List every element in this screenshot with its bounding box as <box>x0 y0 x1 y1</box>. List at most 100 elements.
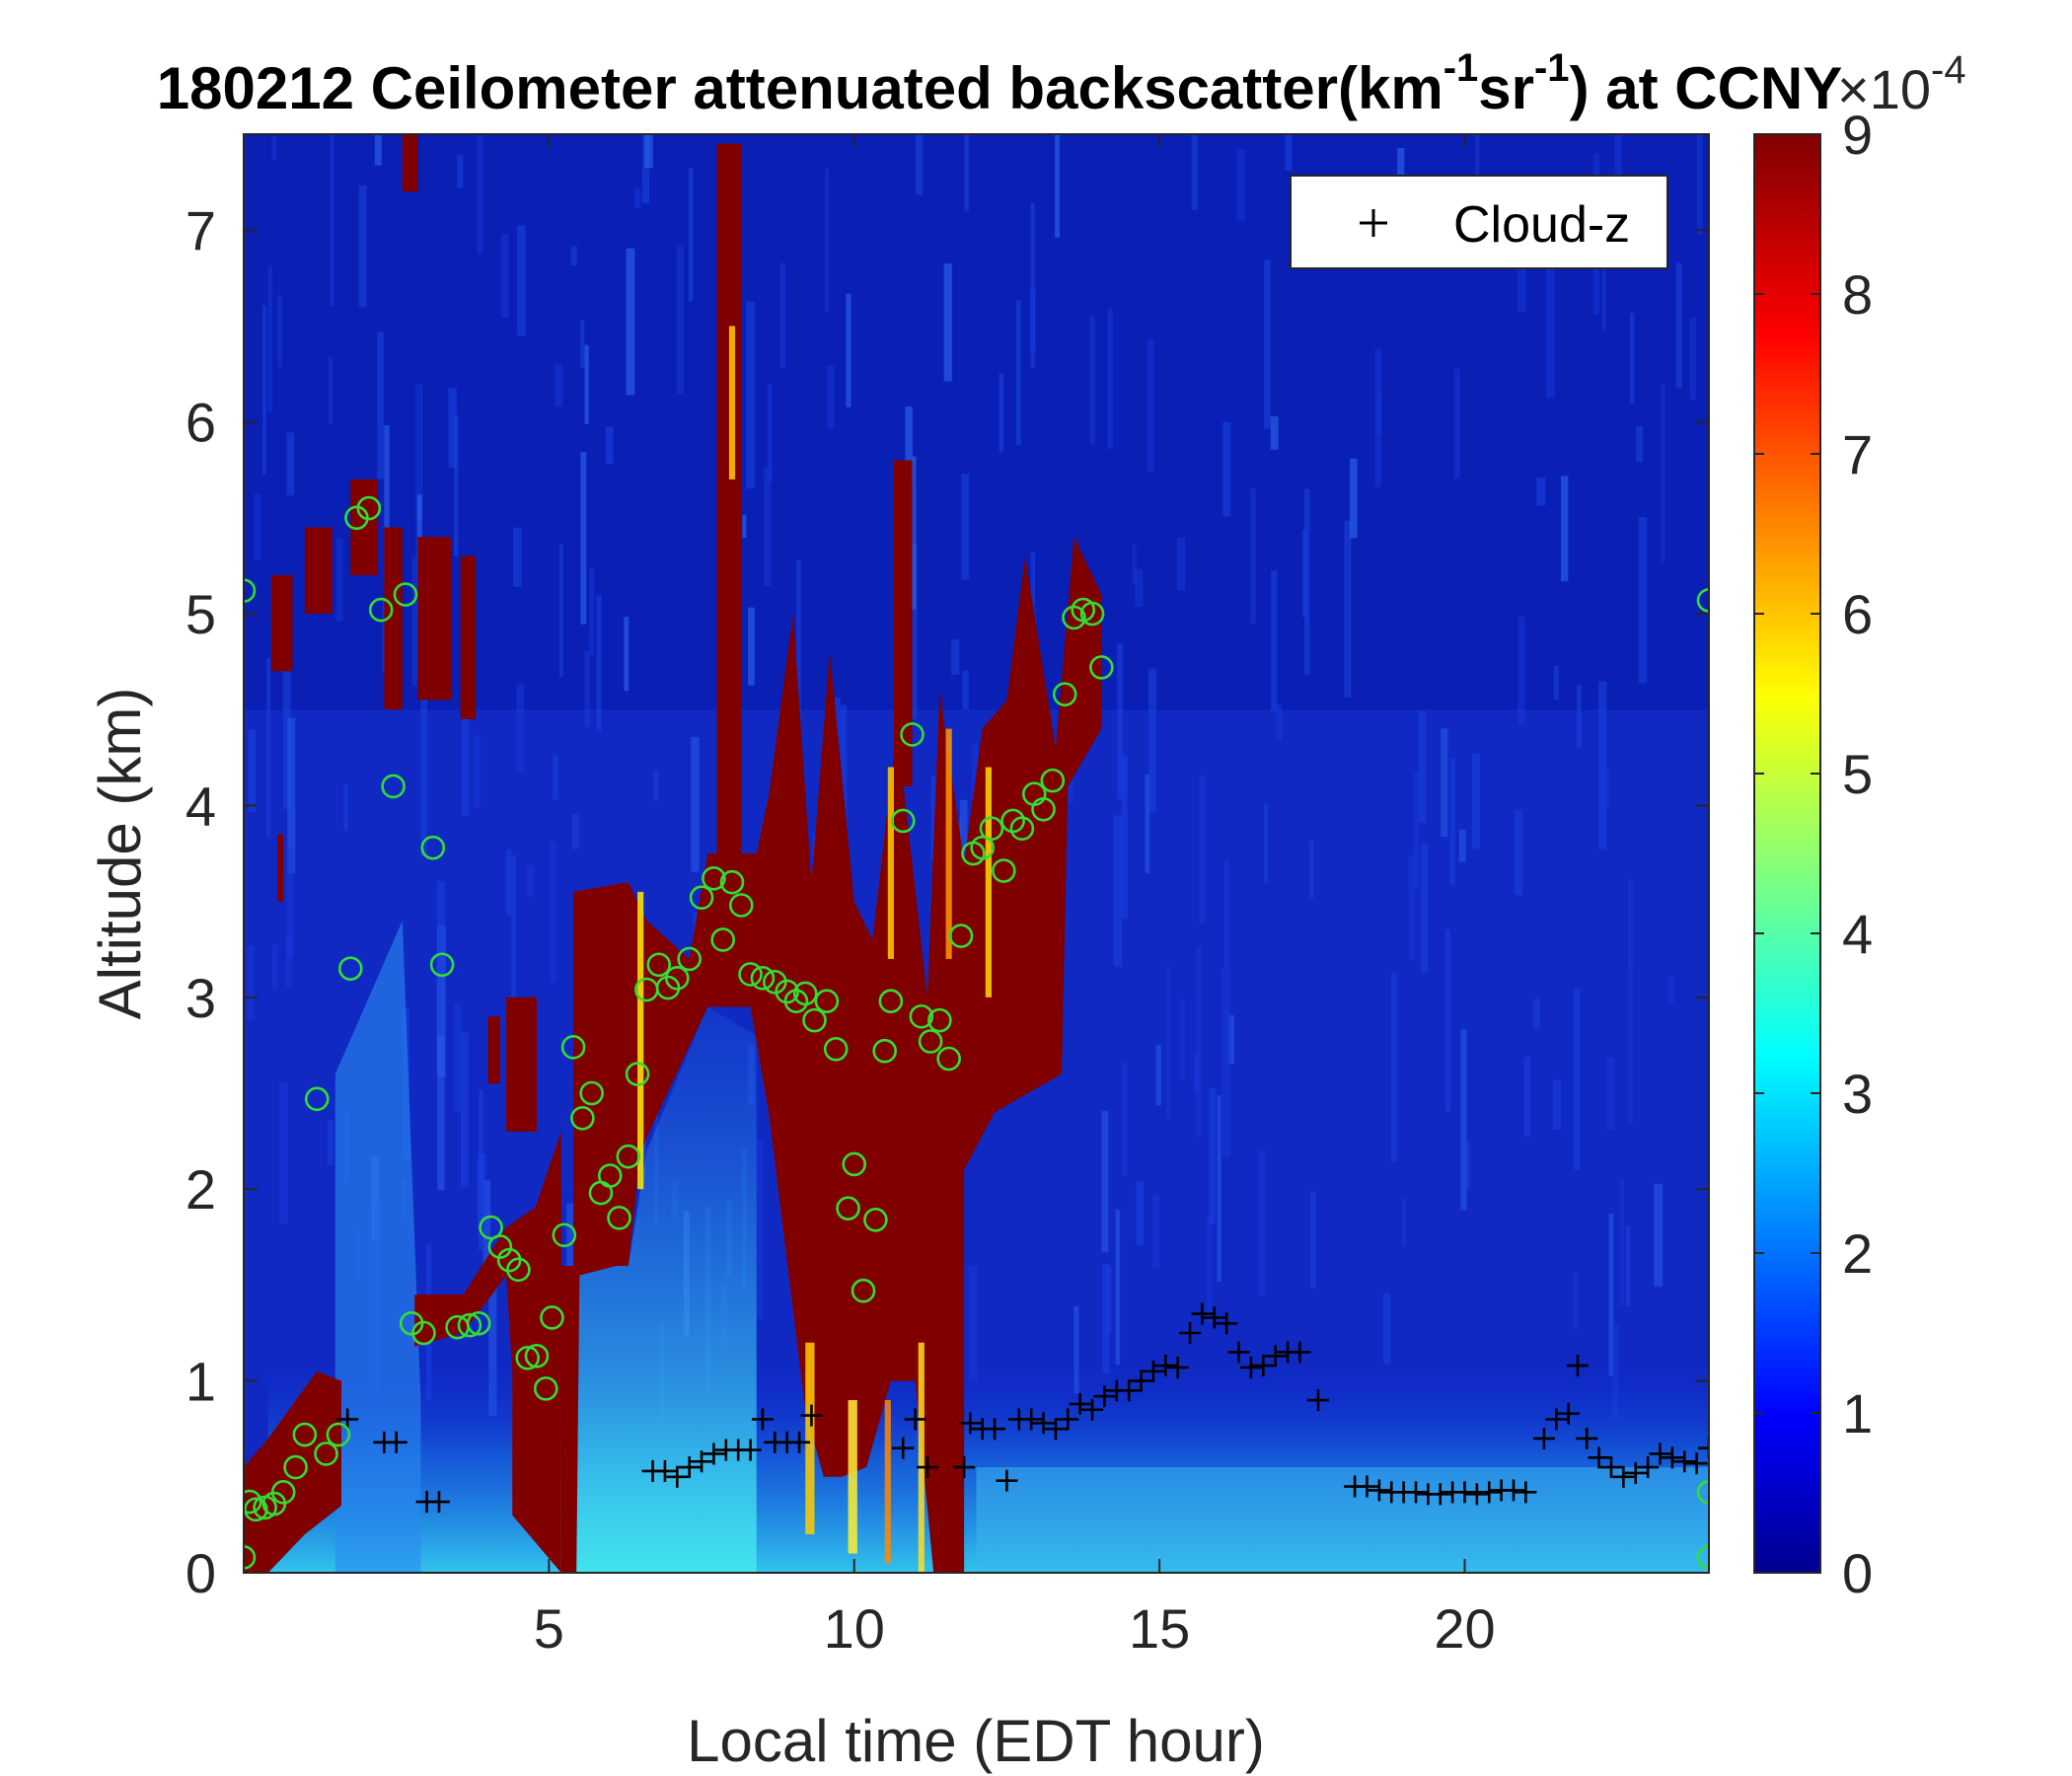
heatmap-streak <box>641 134 650 204</box>
circle-point <box>466 1310 491 1336</box>
heatmap-streak <box>277 294 283 368</box>
heatmap-streak <box>1606 1058 1615 1130</box>
heatmap-streak <box>742 514 747 539</box>
heatmap-streak <box>527 865 535 898</box>
heatmap-streak <box>330 134 335 306</box>
x-tick-label: 10 <box>824 1597 885 1660</box>
heatmap-streak <box>964 134 970 212</box>
heatmap-streak <box>462 683 470 816</box>
heatmap-streak <box>500 234 509 319</box>
cloud-z-point <box>1685 1452 1708 1475</box>
circle-point <box>515 1345 541 1370</box>
data-points <box>244 495 1709 1570</box>
heatmap-streak <box>1608 1214 1614 1377</box>
heatmap-streak <box>1224 859 1229 970</box>
heatmap-mist <box>566 1006 757 1573</box>
cloud-z-point <box>1356 1475 1378 1498</box>
colorbar-tick-label: 5 <box>1842 743 1873 805</box>
heatmap-streak <box>411 555 417 687</box>
heatmap-streak <box>506 849 512 916</box>
circle-point <box>244 1489 262 1515</box>
circle-point <box>814 989 840 1013</box>
heatmap-streak <box>1465 1141 1470 1190</box>
heatmap-streak <box>1536 477 1546 506</box>
circle-point <box>909 1003 934 1029</box>
heatmap-streak <box>1209 1087 1217 1224</box>
heatmap-streak <box>248 729 257 813</box>
heatmap-streak <box>1015 300 1021 445</box>
heatmap-streak <box>796 559 801 736</box>
circle-point <box>878 989 904 1013</box>
heatmap-streak <box>1221 968 1231 1156</box>
cloud-z-point <box>1130 1369 1152 1392</box>
heatmap-streak <box>1515 809 1523 896</box>
heatmap-streak <box>1552 1079 1561 1130</box>
cloud-z-point <box>1239 1356 1262 1378</box>
circle-point <box>1696 1480 1709 1505</box>
heatmap-streak <box>1636 426 1644 463</box>
heatmap-streak <box>266 657 271 838</box>
circle-point <box>381 774 406 799</box>
heatmap-streak <box>1165 966 1171 1120</box>
cloud-z-point <box>1203 1306 1225 1329</box>
cloud-z-point <box>1649 1443 1671 1465</box>
cloud-z-point <box>800 1404 823 1427</box>
heatmap-streak <box>1574 989 1581 1170</box>
heatmap-streak <box>1301 529 1307 618</box>
cloud-z-point <box>1216 1312 1238 1335</box>
heatmap-streak <box>328 1120 333 1165</box>
heatmap-streak <box>1418 710 1427 823</box>
cloud-z-point <box>1698 1437 1709 1459</box>
heatmap-streak <box>282 648 291 810</box>
circle-point <box>244 1497 268 1522</box>
circle-point <box>314 1442 338 1466</box>
cloud-z-point <box>1600 1456 1622 1479</box>
x-tick-label: 5 <box>534 1597 564 1660</box>
heatmap-streak <box>478 1153 486 1230</box>
heatmap-streak <box>1176 537 1186 591</box>
heatmap-streak <box>644 134 653 169</box>
circle-point <box>337 956 363 981</box>
cloud-z-point <box>1532 1427 1555 1449</box>
colorbar-tick-label: 3 <box>1842 1063 1873 1125</box>
heatmap-streak <box>1102 1263 1110 1374</box>
heatmap-streak <box>605 426 614 465</box>
heatmap-streak <box>285 933 292 989</box>
heatmap-streak <box>1401 1198 1407 1247</box>
heatmap-streak <box>1408 854 1416 961</box>
cloud-z-point <box>678 1456 701 1479</box>
circle-point <box>918 1029 943 1054</box>
colorbar-tick-label: 9 <box>1842 104 1873 166</box>
heatmap-streak <box>589 567 595 656</box>
circle-point <box>1031 796 1056 822</box>
heatmap-cloud-upper <box>277 834 284 902</box>
heatmap-streak <box>999 372 1004 453</box>
heatmap-streak <box>1533 999 1540 1030</box>
circle-point <box>1079 601 1105 627</box>
cloud-z-point <box>1612 1465 1635 1488</box>
heatmap-streak <box>1117 643 1124 800</box>
cloud-z-point <box>1503 1479 1524 1502</box>
y-tick-label: 2 <box>185 1158 216 1221</box>
cloud-z-point <box>1069 1392 1091 1415</box>
heatmap-streak <box>328 356 333 425</box>
heatmap-streak <box>1474 134 1480 212</box>
heatmap-streak <box>1121 756 1128 920</box>
heatmap-streak <box>437 1035 445 1191</box>
cloud-z-point <box>1673 1450 1696 1473</box>
circle-point <box>552 1222 577 1248</box>
heatmap-streak <box>287 717 296 874</box>
colorbar-exponent: ×10-4 <box>1837 48 1966 120</box>
heatmap-streak <box>1638 517 1648 684</box>
y-tick-label: 4 <box>185 775 216 837</box>
plot-frame <box>243 133 1710 1574</box>
cloud-z-point <box>1588 1446 1610 1469</box>
heatmap-streak <box>1390 973 1397 1162</box>
circle-point <box>283 1454 308 1480</box>
heatmap-streak <box>272 944 278 990</box>
heatmap-streak <box>571 814 579 850</box>
heatmap-cloud-upper <box>460 555 477 719</box>
heatmap-streak <box>688 167 694 302</box>
circle-point <box>1696 1545 1709 1570</box>
circle-point <box>738 962 763 987</box>
